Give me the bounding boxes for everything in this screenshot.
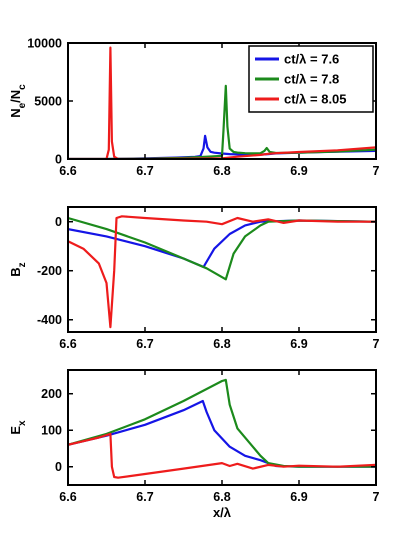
x-tick-label: 6.8 xyxy=(213,164,230,178)
legend: ct/λ = 7.6 ct/λ = 7.8 ct/λ = 8.05 xyxy=(248,45,374,113)
y-tick-label: 0 xyxy=(55,460,62,474)
x-tick-label: 6.9 xyxy=(290,164,307,178)
y-tick-label: -200 xyxy=(37,264,62,278)
y-tick-label: 100 xyxy=(41,424,62,438)
x-tick-label: 6.7 xyxy=(136,337,153,351)
y-axis-label: Bz xyxy=(8,262,28,276)
legend-label: ct/λ = 7.6 xyxy=(284,52,339,67)
legend-label: ct/λ = 8.05 xyxy=(284,92,347,107)
panel-bz: 6.6 6.7 6.8 6.9 7 -400 -200 0 Bz xyxy=(8,206,380,351)
y-tick-label: 5000 xyxy=(34,95,62,109)
x-tick-label: 7 xyxy=(373,164,380,178)
y-axis-label: Ne/Nc xyxy=(8,84,28,118)
y-tick-label: 0 xyxy=(55,153,62,167)
x-tick-label: 6.6 xyxy=(59,337,76,351)
x-tick-label: 7 xyxy=(373,337,380,351)
x-tick-label: 6.9 xyxy=(290,490,307,504)
y-tick-label: 10000 xyxy=(27,37,62,51)
series-line-3 xyxy=(68,432,376,479)
y-tick-label: -400 xyxy=(37,313,62,327)
legend-label: ct/λ = 7.8 xyxy=(284,72,339,87)
series-line-3 xyxy=(68,215,376,329)
y-axis-label: Ex xyxy=(8,420,28,435)
x-tick-label: 6.8 xyxy=(213,337,230,351)
series-group xyxy=(68,215,376,329)
series-line-1 xyxy=(68,399,376,468)
x-tick-label: 6.6 xyxy=(59,164,76,178)
x-axis-label: x/λ xyxy=(213,505,232,520)
series-group xyxy=(68,378,376,479)
y-tick-label: 200 xyxy=(41,387,62,401)
series-line-2 xyxy=(68,378,376,468)
x-tick-label: 6.8 xyxy=(213,490,230,504)
x-tick-label: 6.9 xyxy=(290,337,307,351)
x-tick-label: 7 xyxy=(373,490,380,504)
x-tick-label: 6.6 xyxy=(59,490,76,504)
x-tick-label: 6.7 xyxy=(136,490,153,504)
x-tick-label: 6.7 xyxy=(136,164,153,178)
panel-ex: 6.6 6.7 6.8 6.9 7 0 100 200 Ex x/λ xyxy=(8,369,380,520)
y-tick-label: 0 xyxy=(55,215,62,229)
